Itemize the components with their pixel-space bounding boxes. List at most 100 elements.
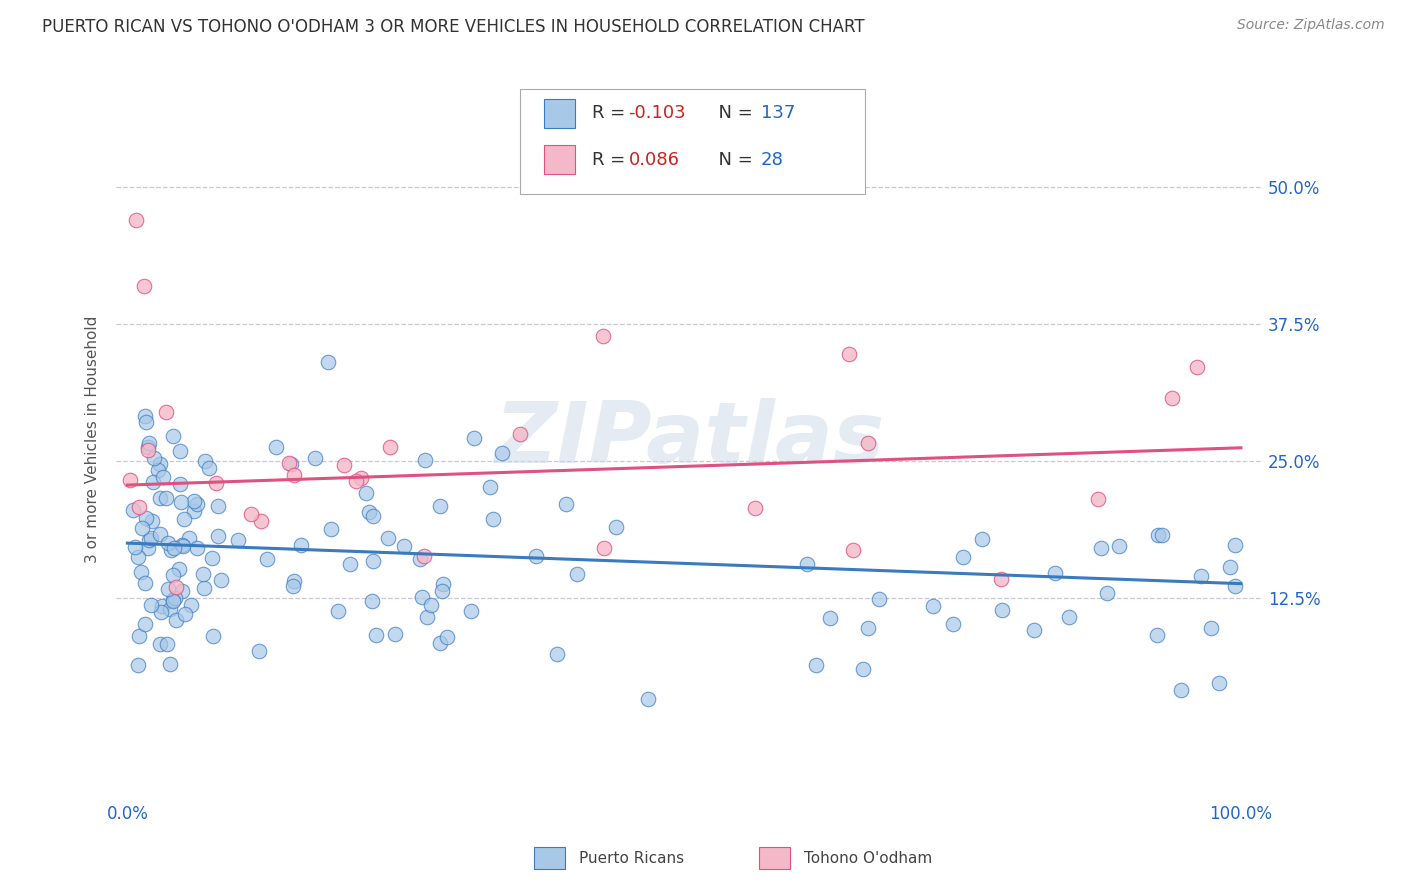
Point	[132, 278, 155, 293]
Point	[201, 551, 224, 566]
Point	[744, 500, 766, 515]
Point	[361, 508, 384, 523]
Point	[134, 575, 156, 590]
Point	[344, 474, 367, 488]
Point	[420, 598, 443, 612]
Point	[280, 457, 302, 471]
Point	[970, 532, 993, 546]
Text: N =: N =	[707, 104, 759, 122]
Point	[339, 557, 361, 571]
Point	[491, 446, 513, 460]
Point	[256, 551, 278, 566]
Point	[149, 491, 172, 506]
Point	[162, 592, 184, 607]
Point	[637, 692, 659, 706]
Point	[605, 519, 627, 533]
Point	[127, 549, 149, 564]
Point	[283, 578, 305, 592]
Text: -0.103: -0.103	[628, 104, 686, 122]
Point	[592, 329, 614, 343]
Point	[1146, 628, 1168, 642]
Point	[163, 541, 186, 556]
Point	[177, 531, 200, 545]
Text: R =: R =	[592, 104, 631, 122]
Point	[318, 355, 340, 369]
Point	[1199, 622, 1222, 636]
Point	[149, 637, 172, 651]
Point	[150, 599, 173, 613]
Text: 137: 137	[761, 104, 794, 122]
Point	[136, 440, 159, 454]
Text: Puerto Ricans: Puerto Ricans	[579, 851, 685, 865]
Point	[432, 577, 454, 591]
Point	[226, 533, 249, 547]
Point	[413, 549, 436, 564]
Point	[392, 539, 415, 553]
Point	[160, 543, 183, 558]
Point	[162, 568, 184, 582]
Text: R =: R =	[592, 151, 631, 169]
Point	[141, 514, 163, 528]
Point	[328, 604, 350, 618]
Point	[172, 583, 194, 598]
Point	[163, 591, 186, 606]
Point	[136, 541, 159, 555]
Point	[416, 609, 439, 624]
Point	[359, 505, 381, 519]
Text: PUERTO RICAN VS TOHONO O'ODHAM 3 OR MORE VEHICLES IN HOUSEHOLD CORRELATION CHART: PUERTO RICAN VS TOHONO O'ODHAM 3 OR MORE…	[42, 18, 865, 36]
Point	[264, 440, 287, 454]
Text: ZIPatlas: ZIPatlas	[495, 398, 884, 481]
Point	[174, 607, 197, 622]
Point	[554, 497, 576, 511]
Point	[1090, 541, 1112, 555]
Point	[135, 415, 157, 429]
Point	[134, 409, 156, 424]
Point	[138, 435, 160, 450]
Point	[364, 628, 387, 642]
Point	[250, 514, 273, 528]
Text: Tohono O'odham: Tohono O'odham	[804, 851, 932, 865]
Point	[1095, 586, 1118, 600]
Point	[482, 512, 505, 526]
Point	[165, 580, 187, 594]
Point	[354, 486, 377, 500]
Point	[156, 536, 179, 550]
Point	[319, 522, 342, 536]
Point	[1185, 359, 1208, 374]
Point	[240, 507, 263, 521]
Point	[120, 473, 142, 487]
Point	[460, 604, 482, 618]
Point	[796, 557, 818, 571]
Point	[1150, 528, 1173, 542]
Point	[173, 512, 195, 526]
Point	[567, 567, 589, 582]
Point	[524, 549, 547, 564]
Point	[838, 347, 860, 361]
Point	[191, 566, 214, 581]
Point	[278, 456, 301, 470]
Point	[1108, 539, 1130, 553]
Point	[804, 658, 827, 673]
Point	[990, 572, 1012, 586]
Point	[478, 480, 501, 494]
Point	[818, 610, 841, 624]
Point	[547, 647, 569, 661]
Point	[149, 606, 172, 620]
Point	[180, 598, 202, 612]
Point	[139, 531, 162, 545]
Text: 0.086: 0.086	[628, 151, 679, 169]
Point	[409, 552, 432, 566]
Point	[127, 657, 149, 672]
Point	[152, 470, 174, 484]
Point	[333, 458, 356, 472]
Point	[1087, 491, 1109, 506]
Point	[135, 511, 157, 525]
Point	[1225, 538, 1247, 552]
Point	[146, 463, 169, 477]
Point	[202, 629, 225, 643]
Point	[169, 444, 191, 458]
Point	[207, 499, 229, 513]
Point	[378, 440, 401, 454]
Point	[283, 574, 305, 588]
Point	[1160, 391, 1182, 405]
